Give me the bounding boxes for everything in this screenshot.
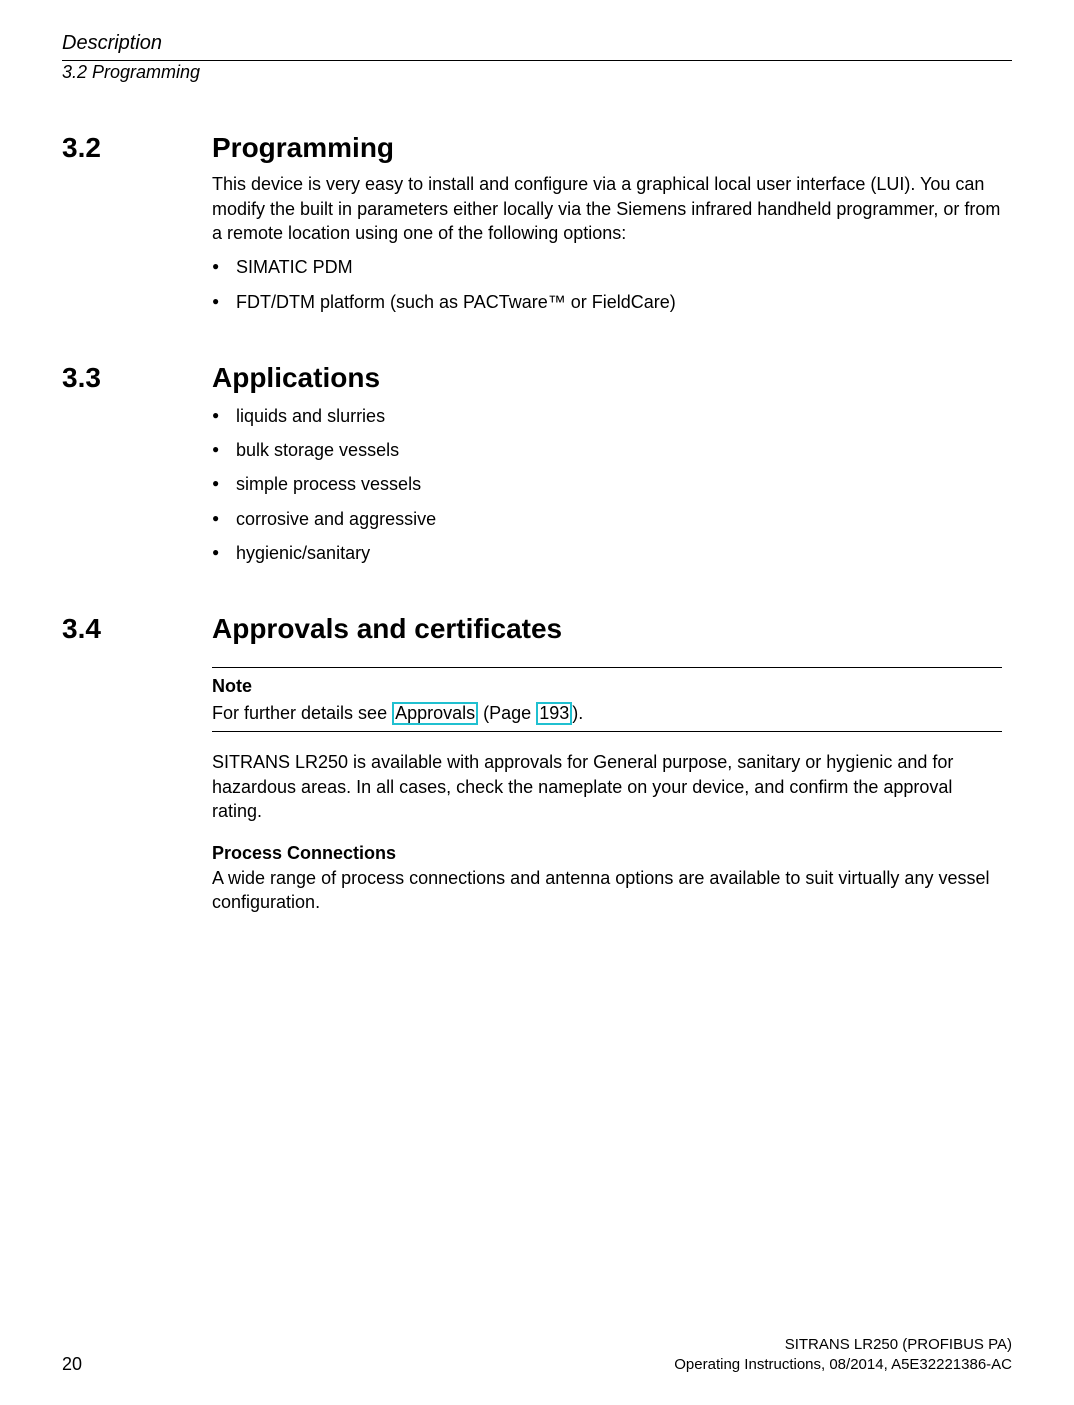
list-item: corrosive and aggressive	[212, 507, 1002, 531]
note-text: For further details see Approvals (Page …	[212, 701, 1002, 726]
note-suffix: ).	[572, 703, 583, 723]
list-item: FDT/DTM platform (such as PACTware™ or F…	[212, 290, 1002, 314]
header-section-ref: 3.2 Programming	[62, 61, 1012, 84]
list-item: SIMATIC PDM	[212, 255, 1002, 279]
section-title: Programming	[212, 132, 394, 164]
section-programming: 3.2 Programming This device is very easy…	[62, 132, 1012, 313]
paragraph: This device is very easy to install and …	[212, 172, 1002, 245]
page-number: 20	[62, 1354, 82, 1375]
section-applications: 3.3 Applications liquids and slurries bu…	[62, 362, 1012, 565]
list-item: bulk storage vessels	[212, 438, 1002, 462]
page-link[interactable]: 193	[536, 702, 572, 726]
bullet-list: liquids and slurries bulk storage vessel…	[212, 404, 1002, 565]
header-chapter: Description	[62, 30, 1012, 56]
footer-docinfo: Operating Instructions, 08/2014, A5E3222…	[62, 1355, 1012, 1375]
note-mid: (Page	[478, 703, 536, 723]
page-footer: SITRANS LR250 (PROFIBUS PA) Operating In…	[62, 1335, 1012, 1376]
subheading-process-connections: Process Connections	[212, 841, 1002, 865]
paragraph: SITRANS LR250 is available with approval…	[212, 750, 1002, 823]
section-number: 3.2	[62, 132, 212, 164]
list-item: simple process vessels	[212, 472, 1002, 496]
section-approvals: 3.4 Approvals and certificates Note For …	[62, 613, 1012, 914]
paragraph: A wide range of process connections and …	[212, 866, 1002, 915]
note-rule-top	[212, 667, 1002, 668]
note-rule-bottom	[212, 731, 1002, 732]
list-item: hygienic/sanitary	[212, 541, 1002, 565]
list-item: liquids and slurries	[212, 404, 1002, 428]
footer-product: SITRANS LR250 (PROFIBUS PA)	[62, 1335, 1012, 1355]
bullet-list: SIMATIC PDM FDT/DTM platform (such as PA…	[212, 255, 1002, 314]
note-prefix: For further details see	[212, 703, 392, 723]
page-container: Description 3.2 Programming 3.2 Programm…	[0, 0, 1074, 1405]
approvals-link[interactable]: Approvals	[392, 702, 478, 726]
note-block: Note For further details see Approvals (…	[212, 667, 1002, 732]
section-number: 3.4	[62, 613, 212, 645]
section-title: Applications	[212, 362, 380, 394]
note-label: Note	[212, 674, 1002, 698]
section-title: Approvals and certificates	[212, 613, 562, 645]
section-number: 3.3	[62, 362, 212, 394]
running-header: Description 3.2 Programming	[62, 30, 1012, 84]
